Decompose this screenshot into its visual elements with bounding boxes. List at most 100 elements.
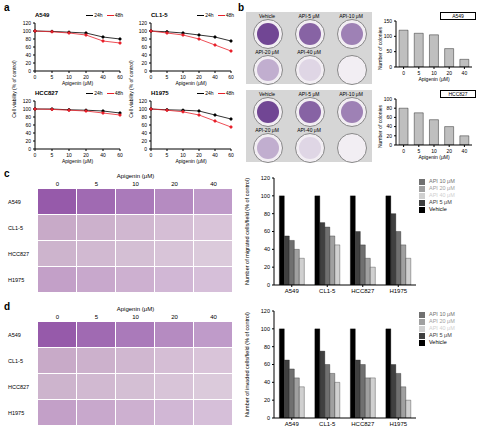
svg-text:HCC827: HCC827 xyxy=(351,288,375,294)
svg-text:60: 60 xyxy=(386,114,392,120)
svg-text:60: 60 xyxy=(117,74,123,80)
svg-text:0: 0 xyxy=(389,142,392,148)
svg-text:100: 100 xyxy=(261,193,270,199)
svg-text:60: 60 xyxy=(141,44,147,50)
svg-text:80: 80 xyxy=(386,105,392,111)
svg-text:100: 100 xyxy=(139,106,148,112)
svg-text:20: 20 xyxy=(446,70,452,76)
svg-text:80: 80 xyxy=(264,211,270,217)
svg-text:0: 0 xyxy=(150,152,153,158)
svg-text:120: 120 xyxy=(23,20,32,26)
svg-text:0: 0 xyxy=(144,146,147,152)
svg-text:60: 60 xyxy=(228,152,234,158)
svg-text:5: 5 xyxy=(51,74,54,80)
svg-text:10: 10 xyxy=(180,74,186,80)
svg-text:40: 40 xyxy=(25,52,31,58)
svg-text:20: 20 xyxy=(25,60,31,66)
svg-text:120: 120 xyxy=(23,98,32,104)
svg-text:60: 60 xyxy=(141,122,147,128)
svg-text:10: 10 xyxy=(180,152,186,158)
svg-text:50: 50 xyxy=(386,48,392,54)
svg-text:10: 10 xyxy=(66,152,72,158)
svg-text:10: 10 xyxy=(431,70,437,76)
svg-text:0: 0 xyxy=(144,68,147,74)
html-text:a: a xyxy=(4,2,10,13)
svg-text:40: 40 xyxy=(462,148,468,154)
html-text:d: d xyxy=(4,301,11,312)
svg-text:20: 20 xyxy=(83,74,89,80)
svg-text:150: 150 xyxy=(384,18,393,24)
svg-text:120: 120 xyxy=(261,175,270,181)
svg-text:20: 20 xyxy=(196,152,202,158)
html-text:Cell viability (% of control): Cell viability (% of control) xyxy=(128,60,134,118)
svg-text:A549: A549 xyxy=(285,288,300,294)
svg-text:40: 40 xyxy=(25,130,31,136)
svg-text:40: 40 xyxy=(141,130,147,136)
svg-text:60: 60 xyxy=(264,228,270,234)
svg-text:120: 120 xyxy=(139,20,148,26)
svg-text:HCC827: HCC827 xyxy=(351,421,375,427)
svg-text:20: 20 xyxy=(196,74,202,80)
html-text:Cell viability (% of control): Cell viability (% of control) xyxy=(11,60,17,118)
svg-text:40: 40 xyxy=(100,152,106,158)
svg-text:10: 10 xyxy=(66,74,72,80)
svg-text:60: 60 xyxy=(117,152,123,158)
svg-text:0: 0 xyxy=(150,74,153,80)
html-text:b: b xyxy=(238,2,245,13)
svg-text:60: 60 xyxy=(25,122,31,128)
svg-text:5: 5 xyxy=(417,70,420,76)
svg-text:20: 20 xyxy=(446,148,452,154)
svg-text:0: 0 xyxy=(389,64,392,70)
svg-text:5: 5 xyxy=(51,152,54,158)
svg-text:0: 0 xyxy=(28,146,31,152)
svg-text:40: 40 xyxy=(386,123,392,129)
svg-text:20: 20 xyxy=(141,138,147,144)
svg-text:20: 20 xyxy=(264,397,270,403)
svg-text:0: 0 xyxy=(34,152,37,158)
svg-text:5: 5 xyxy=(417,148,420,154)
svg-text:5: 5 xyxy=(166,74,169,80)
svg-text:60: 60 xyxy=(25,44,31,50)
html-text:A549: A549 xyxy=(35,12,50,18)
svg-text:120: 120 xyxy=(261,308,270,314)
svg-text:40: 40 xyxy=(462,70,468,76)
svg-text:5: 5 xyxy=(166,152,169,158)
svg-text:80: 80 xyxy=(141,114,147,120)
svg-text:40: 40 xyxy=(212,74,218,80)
svg-text:100: 100 xyxy=(139,28,148,34)
svg-text:20: 20 xyxy=(83,152,89,158)
svg-text:80: 80 xyxy=(25,36,31,42)
svg-text:100: 100 xyxy=(384,96,393,102)
svg-text:0: 0 xyxy=(402,148,405,154)
svg-text:100: 100 xyxy=(384,33,393,39)
svg-text:20: 20 xyxy=(25,138,31,144)
svg-text:CL1-5: CL1-5 xyxy=(319,421,336,427)
svg-text:40: 40 xyxy=(141,52,147,58)
svg-text:80: 80 xyxy=(141,36,147,42)
svg-text:20: 20 xyxy=(264,264,270,270)
svg-text:10: 10 xyxy=(431,148,437,154)
svg-text:80: 80 xyxy=(264,344,270,350)
svg-text:100: 100 xyxy=(23,28,32,34)
svg-text:120: 120 xyxy=(139,98,148,104)
svg-text:40: 40 xyxy=(264,246,270,252)
svg-text:100: 100 xyxy=(23,106,32,112)
svg-text:0: 0 xyxy=(267,282,270,288)
svg-text:H1975: H1975 xyxy=(389,421,407,427)
svg-text:20: 20 xyxy=(386,133,392,139)
svg-text:40: 40 xyxy=(212,152,218,158)
svg-text:0: 0 xyxy=(34,74,37,80)
svg-text:CL1-5: CL1-5 xyxy=(319,288,336,294)
svg-text:0: 0 xyxy=(28,68,31,74)
svg-text:A549: A549 xyxy=(285,421,300,427)
svg-text:40: 40 xyxy=(264,379,270,385)
svg-text:60: 60 xyxy=(228,74,234,80)
svg-text:0: 0 xyxy=(402,70,405,76)
svg-text:60: 60 xyxy=(264,361,270,367)
svg-text:100: 100 xyxy=(261,326,270,332)
svg-text:0: 0 xyxy=(267,415,270,421)
svg-text:40: 40 xyxy=(100,74,106,80)
svg-text:80: 80 xyxy=(25,114,31,120)
svg-text:20: 20 xyxy=(141,60,147,66)
svg-text:H1975: H1975 xyxy=(389,288,407,294)
